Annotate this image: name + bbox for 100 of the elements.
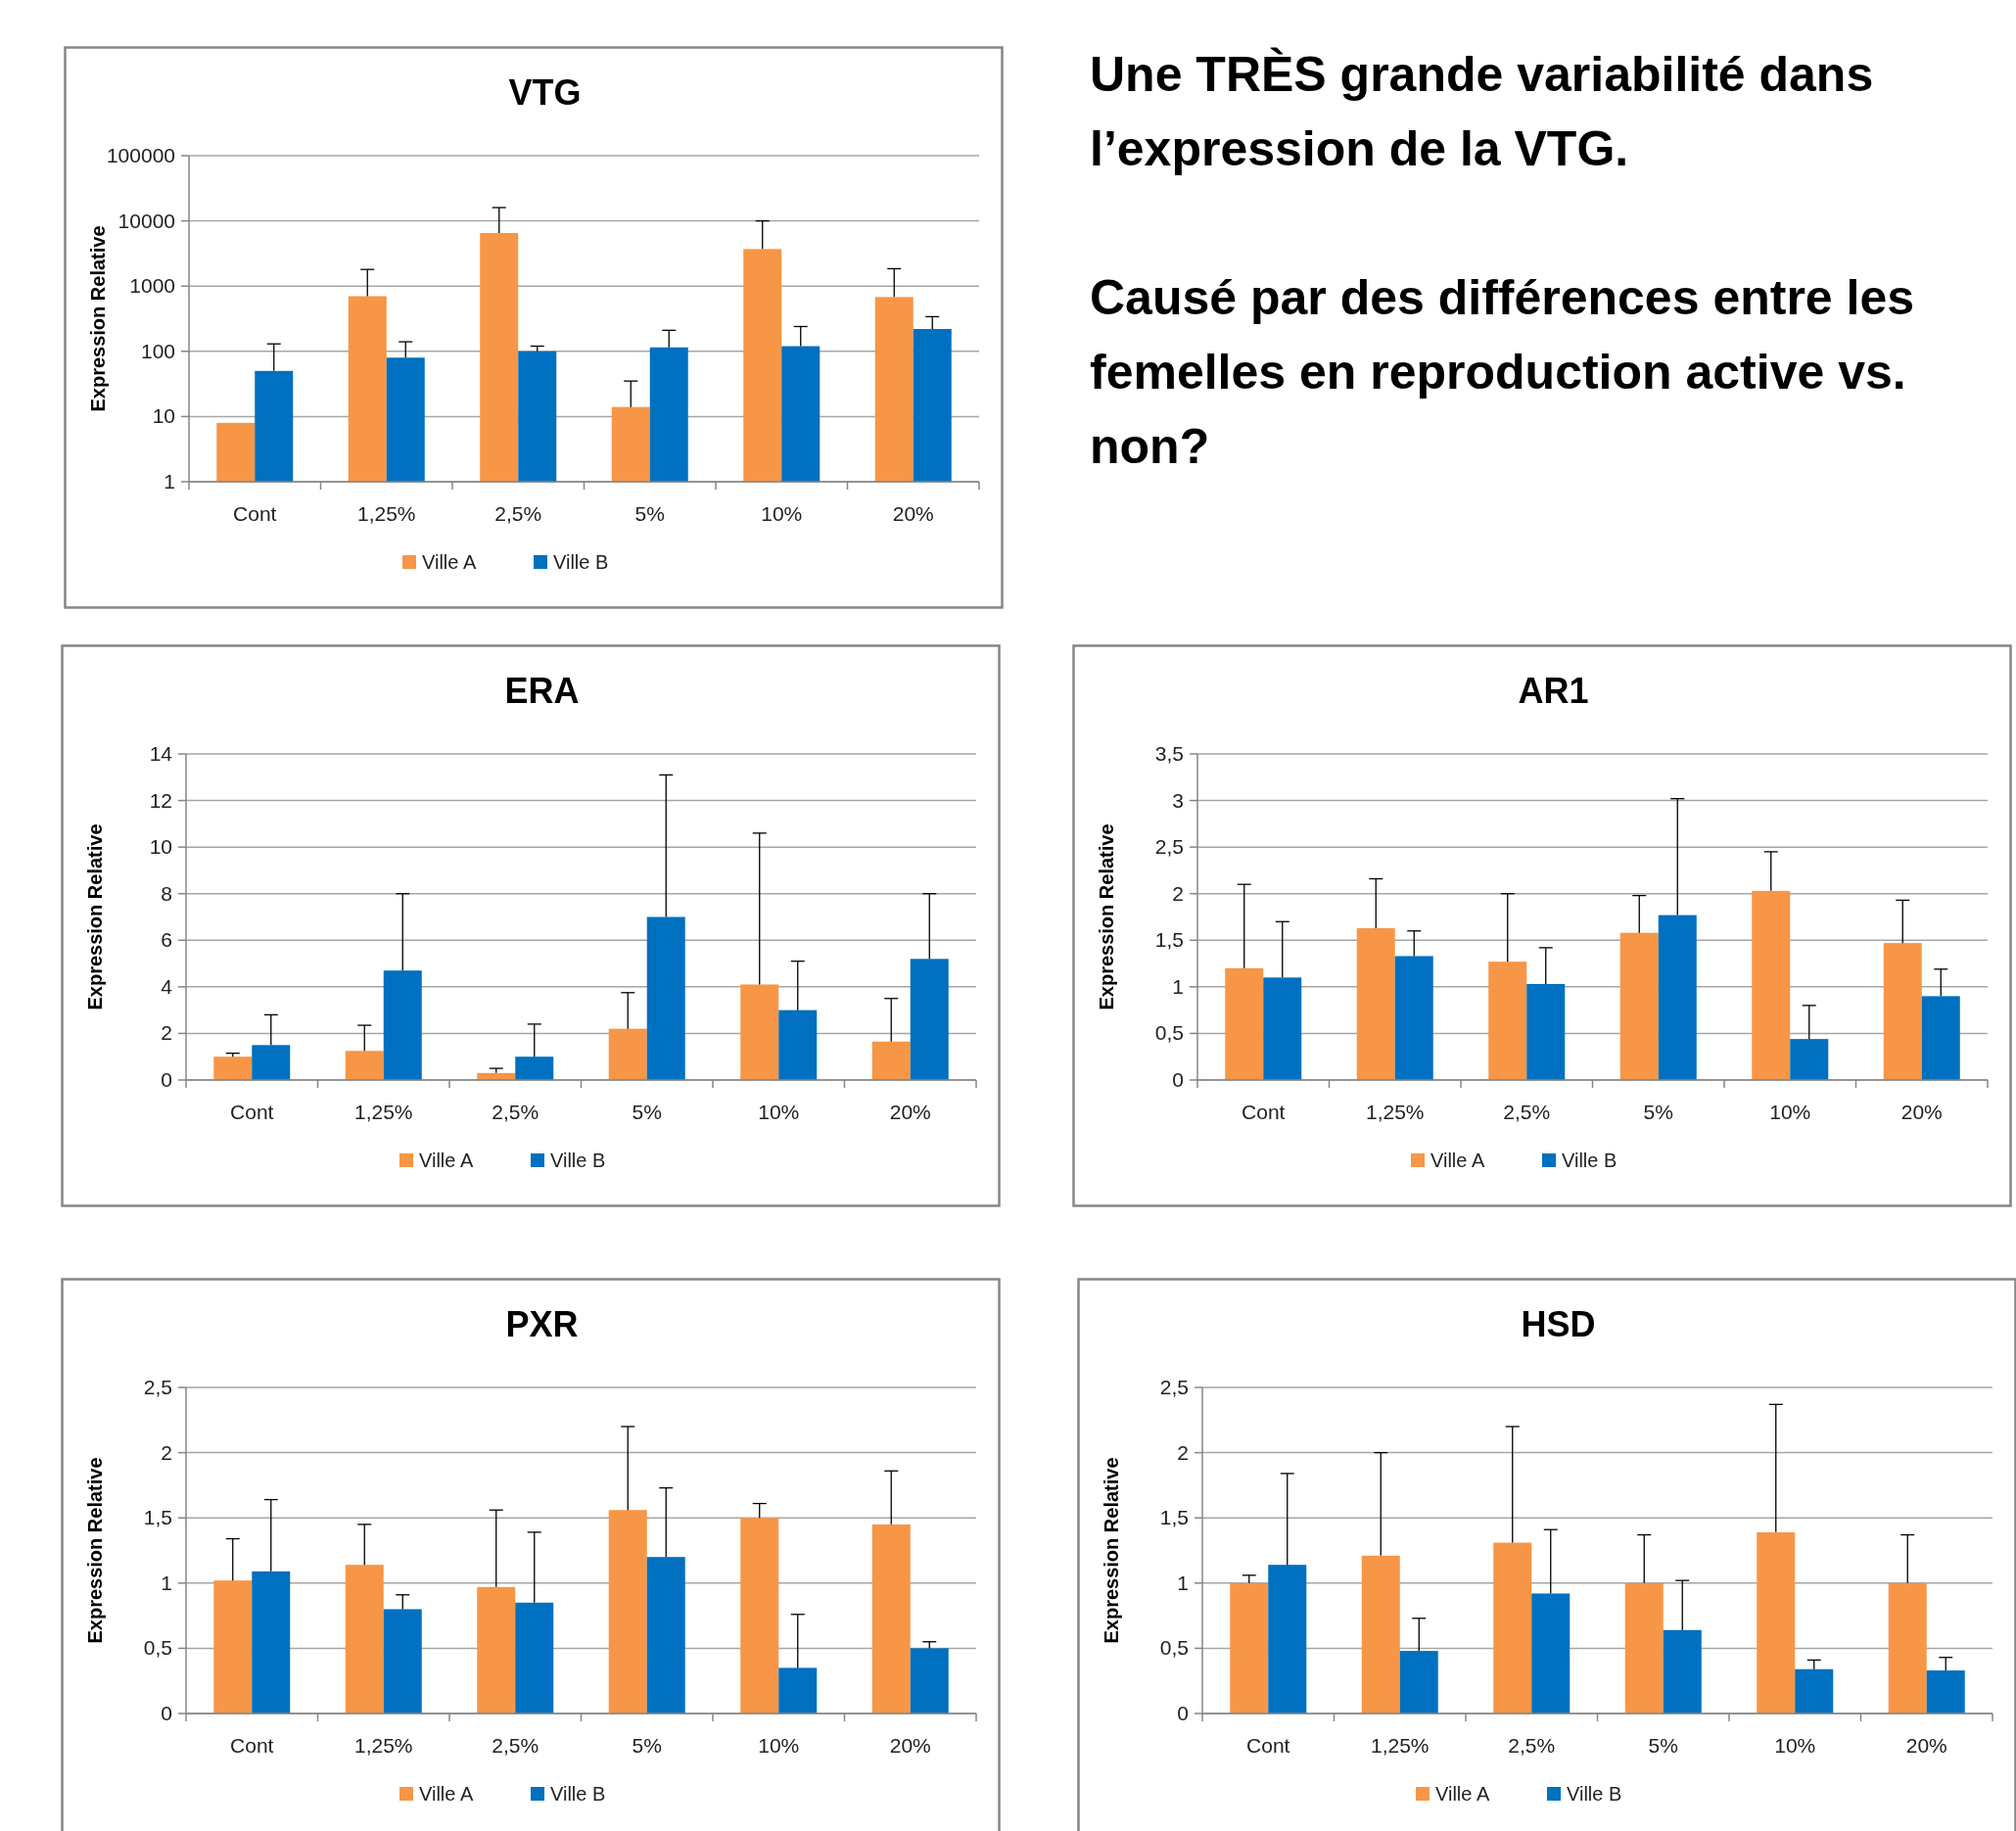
y-tick-label: 10 [149, 835, 172, 859]
legend-label: Ville A [422, 551, 477, 573]
bar [740, 984, 779, 1080]
bar [910, 959, 949, 1080]
bar [1399, 1651, 1438, 1714]
legend-label: Ville B [1562, 1150, 1617, 1171]
y-tick-label: 100000 [106, 144, 175, 166]
x-tick-label: 1,25% [356, 502, 416, 525]
y-tick-label: 0,5 [1154, 1021, 1184, 1045]
chart-title: HSD [1521, 1304, 1596, 1344]
bar [1926, 1670, 1965, 1714]
x-tick-label: 20% [889, 1734, 931, 1757]
bar [345, 1565, 384, 1714]
y-tick-label: 2 [161, 1021, 172, 1045]
chart-title: VTG [508, 72, 582, 113]
bar [383, 1609, 422, 1714]
y-tick-label: 3 [1172, 788, 1184, 812]
bar [1268, 1565, 1307, 1714]
y-tick-label: 1,5 [1154, 928, 1184, 952]
x-tick-label: 2,5% [492, 1101, 539, 1123]
bar [1361, 1555, 1400, 1714]
bar [646, 1557, 685, 1714]
legend-label: Ville A [1430, 1150, 1485, 1171]
legend-label: Ville A [419, 1150, 474, 1171]
bar [871, 1041, 911, 1080]
y-axis-title: Expression Relative [84, 823, 106, 1010]
bar [1488, 962, 1527, 1080]
bar [1795, 1668, 1834, 1714]
x-tick-label: 2,5% [1503, 1101, 1551, 1123]
legend-label: Ville B [550, 1150, 606, 1171]
bar [1225, 967, 1264, 1080]
y-axis-title: Expression Relative [87, 225, 109, 412]
y-tick-label: 1,5 [1159, 1506, 1189, 1529]
bar [1230, 1582, 1269, 1714]
x-tick-label: 5% [634, 502, 665, 525]
x-tick-label: 2,5% [492, 1734, 539, 1757]
bar [778, 1667, 818, 1714]
bar [910, 1648, 949, 1714]
y-tick-label: 1 [164, 470, 175, 493]
x-tick-label: 1,25% [353, 1101, 413, 1123]
bar [252, 1571, 291, 1714]
y-tick-label: 1 [161, 1571, 172, 1594]
y-axis-title: Expression Relative [1101, 1457, 1122, 1644]
legend-label: Ville B [553, 551, 609, 573]
y-tick-label: 2,5 [1154, 835, 1184, 859]
chart-title: PXR [505, 1304, 579, 1344]
x-tick-label: 10% [758, 1101, 800, 1123]
x-tick-label: Cont [1242, 1101, 1286, 1123]
bar [1921, 996, 1960, 1080]
y-tick-label: 2 [1177, 1440, 1189, 1464]
bar [608, 1028, 647, 1080]
bar [345, 1051, 384, 1080]
bar [1888, 1582, 1927, 1714]
x-tick-label: 10% [1769, 1101, 1811, 1123]
y-tick-label: 100 [140, 339, 175, 362]
legend-label: Ville A [1435, 1783, 1490, 1805]
x-tick-label: Cont [230, 1101, 274, 1123]
bar [515, 1056, 554, 1080]
y-tick-label: 2,5 [143, 1376, 172, 1398]
y-tick-label: 4 [161, 974, 173, 998]
x-tick-label: 5% [632, 1734, 662, 1757]
x-tick-label: 10% [758, 1734, 800, 1757]
bar [608, 1510, 647, 1714]
x-tick-label: 1,25% [1365, 1101, 1425, 1123]
y-axis-title: Expression Relative [1096, 823, 1117, 1010]
y-tick-label: 3,5 [1154, 742, 1184, 765]
x-tick-label: 2,5% [1508, 1734, 1556, 1757]
bar [1531, 1593, 1571, 1714]
bar [871, 1524, 911, 1714]
bar [1790, 1039, 1829, 1080]
bar [1493, 1542, 1532, 1714]
bar [1526, 984, 1566, 1080]
y-tick-label: 10 [152, 404, 175, 428]
x-tick-label: Cont [233, 502, 277, 525]
y-tick-label: 0,5 [143, 1636, 172, 1660]
y-axis-title: Expression Relative [84, 1457, 106, 1644]
x-tick-label: 20% [889, 1101, 931, 1123]
bar [213, 1580, 253, 1714]
x-tick-label: 10% [761, 502, 803, 525]
chart-title: ERA [504, 671, 580, 711]
y-tick-label: 2 [161, 1440, 172, 1464]
y-tick-label: 8 [161, 881, 172, 905]
text: Causé par des différences entre les femelles en reproduction active vs. non? [1090, 269, 1916, 476]
x-tick-label: 1,25% [1370, 1734, 1430, 1757]
y-tick-label: 2,5 [1159, 1376, 1189, 1398]
bar [383, 970, 422, 1080]
bar [1883, 943, 1922, 1080]
y-tick-label: 6 [161, 928, 172, 952]
chart-title: AR1 [1518, 671, 1589, 711]
x-tick-label: 20% [1900, 1101, 1943, 1123]
bar [1394, 956, 1433, 1080]
legend-label: Ville A [419, 1783, 474, 1805]
x-tick-label: Cont [1246, 1734, 1290, 1757]
y-tick-label: 0 [1172, 1068, 1184, 1091]
y-tick-label: 12 [149, 788, 172, 812]
legend-label: Ville B [550, 1783, 606, 1805]
x-tick-label: Cont [230, 1734, 274, 1757]
bar [1624, 1582, 1664, 1714]
bar [778, 1009, 818, 1080]
y-tick-label: 1,5 [143, 1506, 172, 1529]
